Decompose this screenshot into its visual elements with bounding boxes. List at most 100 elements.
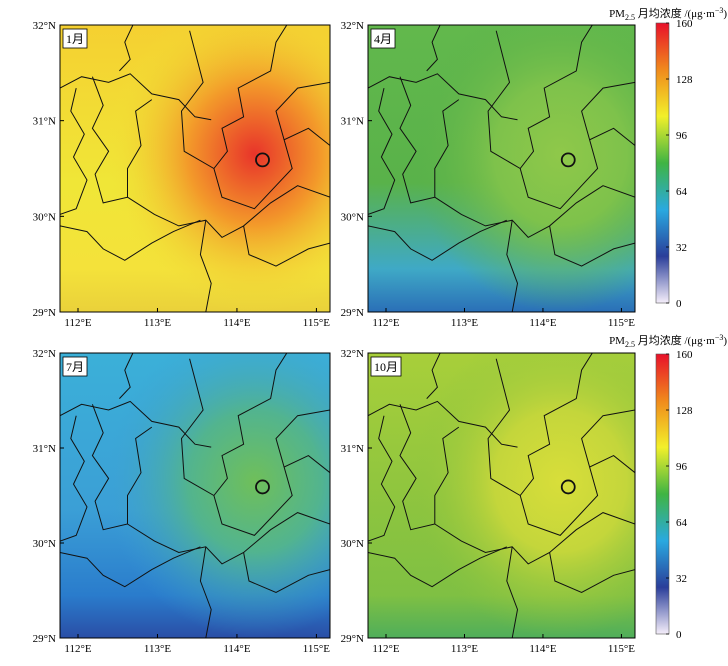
concentration-hotspot bbox=[368, 25, 635, 312]
map-panel-october: 10月 32°N 31°N 30°N 29°N 112°E 113°E 114°E 115°E bbox=[341, 348, 636, 655]
colorbar-tick-label: 96 bbox=[676, 461, 688, 473]
y-tick-label: 32°N bbox=[33, 348, 56, 360]
colorbar-tick-label: 160 bbox=[676, 349, 693, 361]
admin-boundary-line bbox=[243, 225, 330, 267]
city-marker-circle bbox=[255, 479, 270, 495]
y-tick-label: 29°N bbox=[33, 307, 56, 319]
x-tick-label: 113°E bbox=[451, 317, 478, 329]
colorbar-tick-label: 128 bbox=[676, 74, 693, 86]
colorbar-tick-label: 32 bbox=[676, 573, 687, 585]
concentration-hotspot bbox=[60, 353, 330, 638]
admin-boundary-line bbox=[487, 25, 593, 170]
map-panel-april: 4月 32°N 31°N 30°N 29°N 112°E 113°E 114°E 115°E bbox=[341, 20, 636, 329]
admin-boundary-line bbox=[581, 409, 635, 468]
panel-frame bbox=[59, 24, 331, 313]
colorbar-title: PM2.5 月均浓度 /(μg·m−3) bbox=[609, 6, 727, 22]
y-tick-label: 30°N bbox=[33, 211, 56, 223]
concentration-hotspot bbox=[368, 353, 635, 638]
x-tick-label: 115°E bbox=[608, 317, 635, 329]
month-label: 7月 bbox=[66, 360, 84, 374]
x-tick-label: 115°E bbox=[608, 643, 635, 655]
y-tick-label: 30°N bbox=[33, 538, 56, 550]
admin-boundary-line bbox=[180, 353, 288, 497]
colorbar-tick-label: 0 bbox=[676, 629, 682, 641]
y-tick-label: 29°N bbox=[341, 307, 364, 319]
admin-boundary-line bbox=[275, 409, 330, 468]
admin-boundary-line bbox=[213, 127, 330, 210]
colorbar-bottom: 160 128 96 64 32 0 PM2.5 月均浓度 /(μg·m−3) bbox=[609, 333, 727, 641]
admin-boundary-line bbox=[368, 219, 507, 261]
panel-frame bbox=[367, 24, 636, 313]
x-tick-label: 112°E bbox=[372, 317, 399, 329]
x-tick-label: 114°E bbox=[529, 643, 556, 655]
admin-boundary-line bbox=[127, 185, 330, 239]
admin-boundary-line bbox=[368, 415, 396, 542]
x-tick-label: 114°E bbox=[223, 643, 250, 655]
admin-boundary-line bbox=[60, 73, 212, 121]
y-tick-label: 30°N bbox=[341, 538, 364, 550]
colorbar-tick-label: 160 bbox=[676, 18, 693, 30]
admin-boundary-line bbox=[243, 552, 330, 593]
x-tick-label: 113°E bbox=[144, 643, 171, 655]
map-panel-july: 7月 32°N 31°N 30°N 29°N 112°E 113°E 114°E 115°E bbox=[33, 348, 331, 655]
admin-boundary-line bbox=[275, 81, 330, 140]
admin-boundary-line bbox=[91, 76, 153, 204]
admin-boundary-line bbox=[434, 185, 635, 239]
admin-boundary-line bbox=[368, 400, 518, 448]
x-tick-label: 115°E bbox=[303, 643, 330, 655]
city-marker-circle bbox=[255, 152, 270, 168]
colorbar-tick-label: 32 bbox=[676, 242, 687, 254]
x-tick-label: 114°E bbox=[223, 317, 250, 329]
admin-boundary-line bbox=[519, 455, 635, 536]
admin-boundary-line bbox=[60, 87, 88, 215]
admin-boundary-line bbox=[581, 81, 635, 140]
y-tick-label: 31°N bbox=[33, 443, 56, 455]
admin-boundary-line bbox=[434, 512, 635, 565]
y-tick-label: 32°N bbox=[341, 20, 364, 32]
month-label-box bbox=[62, 356, 88, 377]
city-marker-circle bbox=[560, 152, 576, 168]
x-tick-label: 113°E bbox=[144, 317, 171, 329]
y-tick-label: 31°N bbox=[33, 116, 56, 128]
admin-boundary-line bbox=[180, 25, 288, 170]
month-label: 1月 bbox=[66, 32, 84, 46]
admin-boundary-line bbox=[368, 87, 396, 215]
y-tick-label: 32°N bbox=[33, 20, 56, 32]
admin-boundary-line bbox=[199, 220, 212, 312]
y-tick-label: 29°N bbox=[341, 633, 364, 645]
admin-boundary-line bbox=[368, 546, 507, 588]
admin-boundary-line bbox=[487, 353, 593, 497]
admin-boundary-line bbox=[549, 552, 635, 593]
colorbar-tick-label: 64 bbox=[676, 517, 688, 529]
y-tick-label: 30°N bbox=[341, 211, 364, 223]
y-tick-label: 29°N bbox=[33, 633, 56, 645]
month-label-box bbox=[370, 28, 396, 49]
panel-frame bbox=[367, 352, 636, 639]
colorbar-tick-label: 0 bbox=[676, 298, 682, 310]
y-tick-label: 31°N bbox=[341, 116, 364, 128]
x-tick-label: 112°E bbox=[64, 643, 91, 655]
admin-boundary-line bbox=[60, 415, 88, 542]
admin-boundary-line bbox=[426, 353, 441, 399]
admin-boundary-line bbox=[91, 404, 153, 531]
x-tick-label: 112°E bbox=[64, 317, 91, 329]
admin-boundary-line bbox=[60, 219, 201, 261]
colorbar-tick-label: 64 bbox=[676, 186, 688, 198]
admin-boundary-line bbox=[119, 353, 134, 399]
concentration-hotspot bbox=[60, 25, 330, 312]
colorbar-top: 160 128 96 64 32 0 PM2.5 月均浓度 /(μg·m−3) bbox=[609, 6, 727, 310]
y-tick-label: 31°N bbox=[341, 443, 364, 455]
admin-boundary-line bbox=[519, 127, 635, 210]
admin-boundary-line bbox=[549, 225, 635, 267]
city-marker-circle bbox=[560, 479, 576, 495]
colorbar-title: PM2.5 月均浓度 /(μg·m−3) bbox=[609, 333, 727, 349]
admin-boundary-line bbox=[426, 25, 441, 72]
colorbar-gradient bbox=[655, 353, 670, 635]
admin-boundary-line bbox=[60, 400, 212, 448]
admin-boundary-line bbox=[399, 76, 460, 204]
month-label: 4月 bbox=[374, 32, 392, 46]
y-tick-label: 32°N bbox=[341, 348, 364, 360]
admin-boundary-line bbox=[399, 404, 460, 531]
admin-boundary-line bbox=[506, 546, 519, 638]
month-label-box bbox=[62, 28, 88, 49]
